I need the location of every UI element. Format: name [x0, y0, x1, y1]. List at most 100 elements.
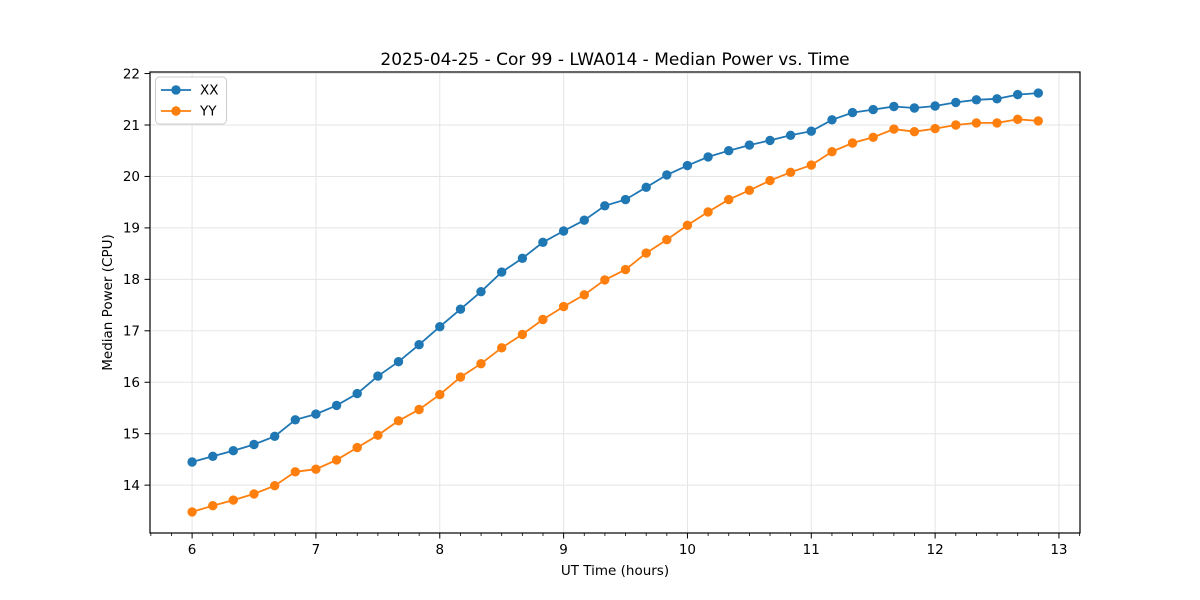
data-point-yy [600, 275, 610, 285]
data-point-yy [290, 467, 300, 477]
legend-marker-icon-yy [171, 106, 181, 116]
data-point-yy [558, 301, 569, 312]
data-point-yy [744, 185, 755, 195]
axes-spines [149, 71, 1081, 534]
data-point-xx [476, 287, 486, 297]
data-point-yy [1033, 116, 1044, 126]
data-point-xx [455, 304, 466, 314]
y-tick-label-20: 20 [123, 169, 140, 185]
data-point-xx [187, 457, 197, 467]
data-point-yy [971, 118, 982, 128]
data-point-xx [827, 115, 837, 125]
y-tick-label-17: 17 [123, 324, 140, 340]
data-point-xx [992, 94, 1002, 104]
data-point-xx [331, 400, 342, 411]
data-point-xx [682, 160, 693, 171]
data-point-yy [208, 501, 218, 511]
data-point-yy [476, 359, 486, 369]
data-point-xx [435, 322, 445, 332]
data-point-xx [290, 415, 300, 425]
data-point-yy [827, 147, 837, 157]
data-point-yy [393, 416, 404, 426]
data-point-xx [208, 451, 218, 461]
data-point-xx [744, 140, 755, 150]
data-point-xx [352, 388, 362, 399]
data-point-xx [620, 194, 631, 205]
x-tick-label-10: 10 [679, 542, 696, 558]
data-point-xx [1013, 89, 1023, 100]
data-point-yy [1013, 114, 1023, 125]
tick-labels: 6 7 8 9 10 11 12 13 14 15 16 17 18 19 20 21 22 [123, 66, 1068, 558]
data-series [187, 88, 1044, 517]
data-point-xx [1033, 88, 1044, 98]
data-point-yy [373, 430, 383, 440]
data-point-yy [538, 314, 548, 325]
data-point-yy [331, 455, 342, 465]
data-point-xx [373, 371, 383, 381]
data-point-yy [662, 235, 672, 245]
y-tick-label-19: 19 [123, 221, 140, 237]
data-point-xx [393, 357, 404, 367]
y-tick-label-22: 22 [123, 66, 140, 82]
x-axis-label: UT Time (hours) [561, 563, 669, 579]
data-point-yy [579, 290, 589, 300]
data-point-yy [249, 489, 259, 499]
data-point-xx [724, 146, 734, 156]
y-axis-label: Median Power (CPU) [100, 234, 116, 370]
y-tick-label-21: 21 [123, 118, 140, 134]
data-point-yy [228, 495, 238, 505]
data-point-xx [228, 446, 238, 456]
data-point-yy [889, 124, 899, 134]
x-tick-label-8: 8 [435, 542, 444, 558]
legend: XX YY [155, 76, 227, 125]
legend-label-yy: YY [199, 104, 217, 120]
data-point-xx [785, 130, 796, 140]
data-point-xx [889, 101, 899, 112]
data-point-yy [703, 207, 713, 217]
data-point-yy [868, 132, 878, 142]
data-point-xx [311, 409, 321, 419]
data-point-yy [724, 194, 734, 205]
x-tick-label-9: 9 [559, 542, 568, 558]
data-point-yy [930, 123, 940, 134]
x-tick-label-7: 7 [312, 542, 321, 558]
plot-area [150, 72, 1080, 533]
data-point-yy [765, 175, 775, 186]
grid-lines [150, 72, 1080, 533]
data-point-yy [806, 160, 816, 170]
data-point-xx [579, 215, 589, 225]
data-point-yy [270, 481, 280, 491]
data-point-yy [311, 464, 321, 474]
data-point-yy [641, 248, 651, 258]
data-point-xx [847, 107, 858, 118]
data-point-xx [538, 237, 548, 247]
legend-label-xx: XX [200, 83, 219, 99]
data-point-yy [517, 329, 528, 340]
data-point-yy [187, 507, 197, 517]
data-point-xx [600, 201, 610, 211]
data-point-xx [497, 267, 507, 277]
data-point-xx [909, 103, 920, 113]
data-point-xx [662, 170, 672, 180]
data-point-xx [765, 135, 775, 146]
data-point-yy [352, 442, 362, 453]
data-point-yy [455, 372, 466, 382]
data-point-xx [641, 182, 651, 192]
data-point-yy [497, 343, 507, 353]
data-point-xx [868, 104, 878, 115]
y-tick-label-14: 14 [123, 478, 140, 494]
data-point-xx [414, 340, 424, 350]
data-point-yy [992, 118, 1002, 128]
data-point-xx [270, 431, 280, 441]
x-tick-label-6: 6 [188, 542, 197, 558]
x-tick-label-11: 11 [803, 542, 820, 558]
data-point-yy [847, 138, 858, 148]
data-point-xx [971, 95, 982, 105]
data-point-yy [951, 120, 961, 130]
legend-marker-icon-xx [171, 85, 181, 95]
y-tick-label-18: 18 [123, 272, 140, 288]
data-point-xx [951, 97, 961, 108]
data-point-yy [435, 389, 445, 400]
chart-title: 2025-04-25 - Cor 99 - LWA014 - Median Po… [380, 50, 849, 70]
